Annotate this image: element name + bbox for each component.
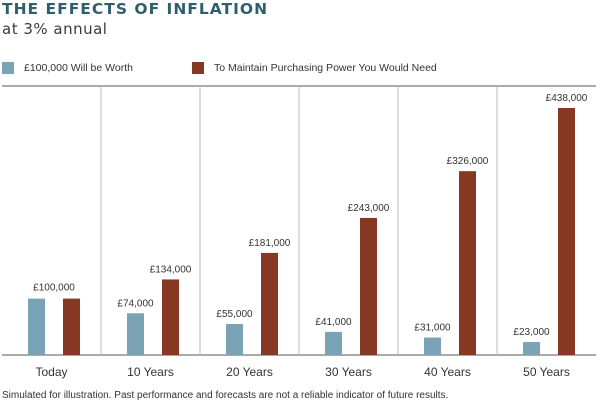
bar-need	[261, 252, 278, 355]
data-label: £134,000	[150, 264, 192, 275]
bar-worth	[226, 323, 243, 355]
chart-subtitle: at 3% annual	[2, 20, 108, 38]
legend-item-need: To Maintain Purchasing Power You Would N…	[192, 62, 437, 74]
bar-need	[558, 108, 575, 355]
data-label: £181,000	[249, 238, 291, 249]
x-tick-label: 10 Years	[127, 365, 174, 379]
legend-swatch-need	[192, 62, 204, 74]
data-label: £438,000	[546, 93, 588, 104]
footnote: Simulated for illustration. Past perform…	[2, 390, 449, 401]
data-label: £326,000	[447, 156, 489, 167]
legend-label-worth: £100,000 Will be Worth	[24, 62, 133, 74]
x-tick-label: 20 Years	[226, 365, 273, 379]
bar-worth	[424, 337, 441, 355]
bar-worth	[325, 331, 342, 355]
x-tick-label: Today	[35, 365, 67, 379]
data-label: £100,000	[33, 283, 75, 294]
chart-title: THE EFFECTS OF INFLATION	[2, 0, 269, 18]
legend-swatch-worth	[2, 62, 14, 74]
legend-item-worth: £100,000 Will be Worth	[2, 62, 133, 74]
data-label: £74,000	[117, 298, 154, 309]
bar-need	[63, 298, 80, 355]
x-tick-label: 50 Years	[523, 365, 570, 379]
data-label: £41,000	[315, 317, 352, 328]
data-label: £243,000	[348, 203, 390, 214]
data-label: £23,000	[513, 327, 550, 338]
bar-need	[459, 171, 476, 355]
bar-worth	[127, 313, 144, 355]
data-label: £55,000	[216, 309, 253, 320]
bar-worth	[523, 342, 540, 355]
x-tick-label: 30 Years	[325, 365, 372, 379]
bar-worth	[28, 298, 45, 355]
legend-label-need: To Maintain Purchasing Power You Would N…	[214, 62, 437, 74]
x-tick-label: 40 Years	[424, 365, 471, 379]
data-label: £31,000	[414, 323, 451, 334]
bar-need	[360, 217, 377, 355]
bar-need	[162, 279, 179, 355]
